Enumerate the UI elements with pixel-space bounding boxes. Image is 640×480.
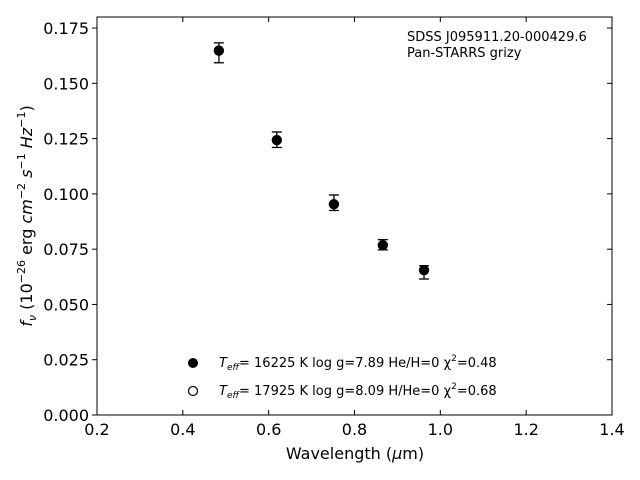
- x-tick-label-6: 1.4: [599, 420, 624, 439]
- model-point-filled-0: [213, 45, 224, 56]
- model-point-filled-2: [328, 199, 339, 210]
- annotation-line-1: SDSS J095911.20-000429.6: [407, 30, 587, 45]
- x-tick-label-2: 0.6: [256, 420, 281, 439]
- y-tick-label-3: 0.075: [43, 240, 89, 259]
- x-tick-label-3: 0.8: [342, 420, 367, 439]
- y-tick-label-2: 0.050: [43, 295, 89, 314]
- y-tick-label-6: 0.150: [43, 74, 89, 93]
- legend-marker-filled: [188, 358, 198, 368]
- legend-entry-2: Teff= 17925 K log g=8.09 H/He=0 χ2=0.68: [219, 382, 497, 401]
- legend-marker-open: [187, 385, 199, 397]
- legend-entry-1: Teff= 16225 K log g=7.89 He/H=0 χ2=0.48: [219, 354, 497, 373]
- legend: Teff= 16225 K log g=7.89 He/H=0 χ2=0.48 …: [187, 354, 497, 401]
- y-axis-label: fν (10−26 erg cm−2 s−1 Hz−1): [15, 105, 39, 326]
- annotation: SDSS J095911.20-000429.6 Pan-STARRS griz…: [407, 30, 587, 61]
- model-point-filled-1: [271, 135, 282, 146]
- y-tick-label-7: 0.175: [43, 19, 89, 38]
- y-tick-label-0: 0.000: [43, 406, 89, 425]
- model-point-filled-3: [377, 240, 388, 251]
- data-layer: [213, 42, 430, 280]
- x-tick-label-0: 0.2: [84, 420, 109, 439]
- x-tick-label-4: 1.0: [428, 420, 453, 439]
- x-tick-label-1: 0.4: [170, 420, 195, 439]
- x-axis-ticks: 0.2 0.4 0.6 0.8 1.0 1.2 1.4: [84, 17, 625, 439]
- annotation-line-2: Pan-STARRS grizy: [407, 46, 522, 61]
- x-axis-label: Wavelength (μm): [286, 444, 424, 463]
- x-tick-label-5: 1.2: [513, 420, 538, 439]
- y-tick-label-1: 0.025: [43, 351, 89, 370]
- y-axis-ticks: 0.000 0.025 0.050 0.075 0.100 0.125 0.150 0.175: [43, 19, 612, 425]
- y-tick-label-5: 0.125: [43, 130, 89, 149]
- model-point-filled-4: [418, 265, 430, 276]
- y-tick-label-4: 0.100: [43, 185, 89, 204]
